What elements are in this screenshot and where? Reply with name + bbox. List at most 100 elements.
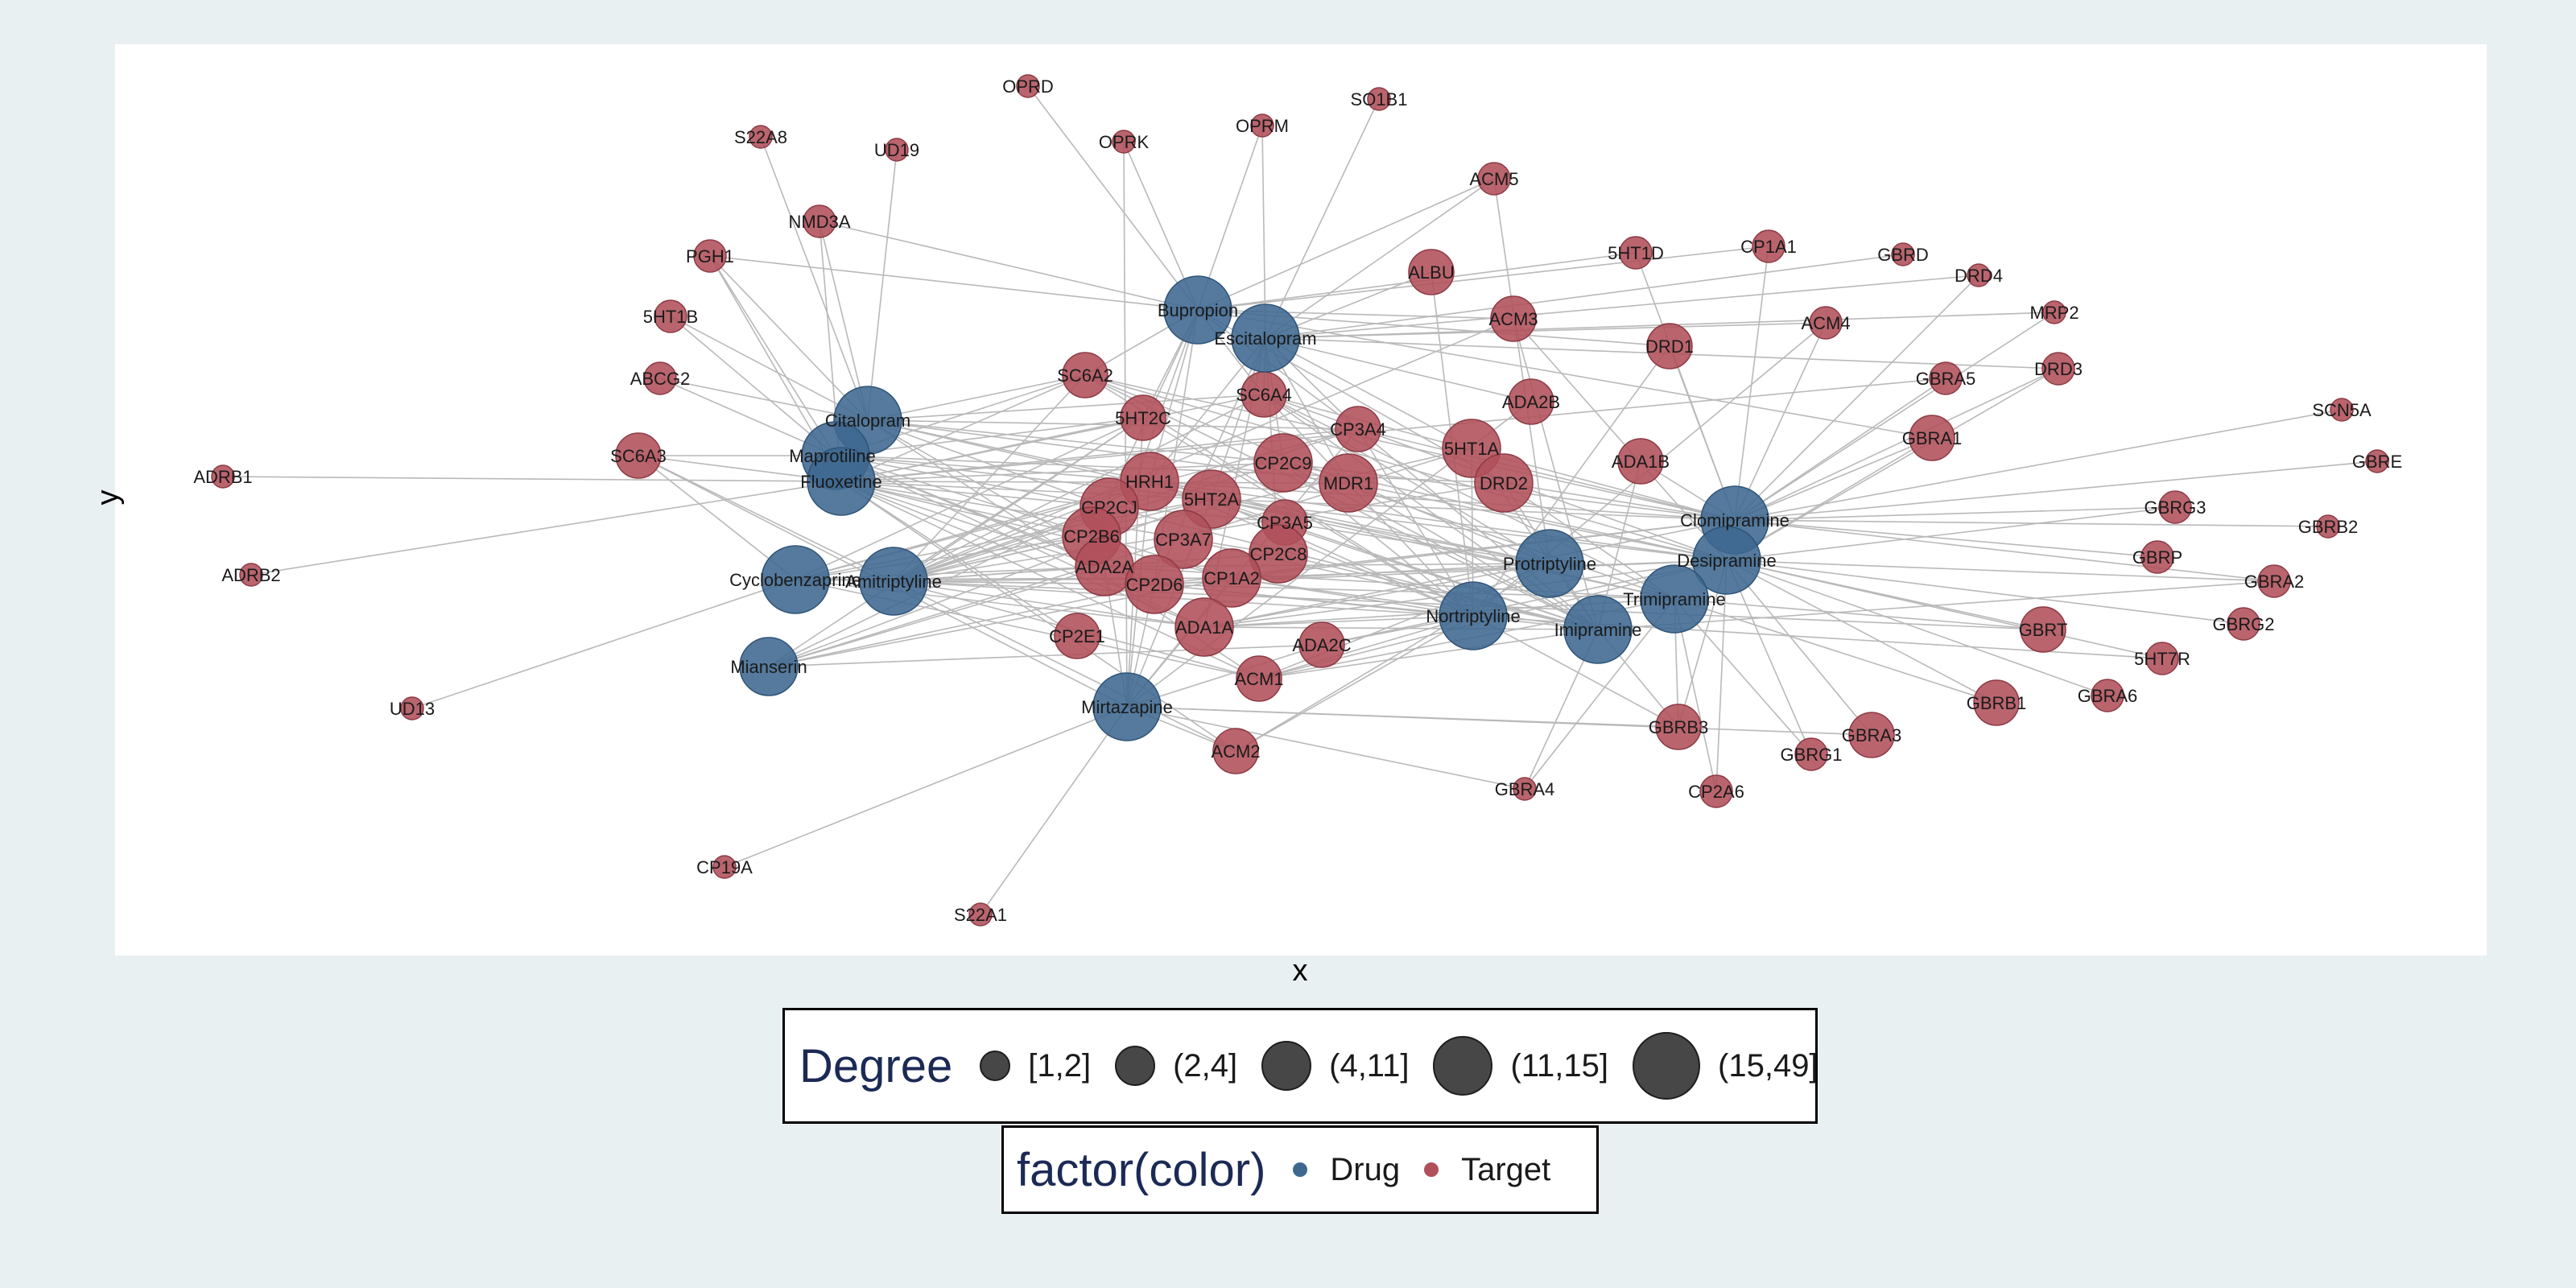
network-edge	[724, 706, 1128, 868]
network-edge	[1734, 460, 2378, 521]
network-edge	[867, 374, 1086, 421]
drug-node-escitalopram	[1231, 303, 1300, 373]
network-edge	[1265, 337, 1532, 402]
network-edge	[1597, 580, 2275, 630]
network-edge	[1258, 629, 1599, 679]
network-edge	[1726, 559, 2275, 582]
node-label: GBRA6	[2078, 686, 2138, 706]
node-label: Citalopram	[825, 411, 910, 431]
drug-node-bupropion	[1163, 275, 1232, 345]
node-label: Escitalopram	[1214, 328, 1316, 349]
drug-node-cyclobenzaprine	[761, 545, 830, 614]
target-node-gbra2	[2257, 564, 2291, 598]
network-edge	[1674, 598, 1812, 755]
target-node-gbra6	[2091, 679, 2124, 712]
size-key-circle-icon	[1633, 1032, 1701, 1100]
target-node-gbrg3	[2158, 490, 2192, 524]
node-label: GBRB3	[1649, 717, 1709, 737]
target-node-5ht1b	[654, 299, 687, 333]
target-node-gbrd	[1891, 242, 1915, 266]
drug-node-protriptyline	[1515, 529, 1584, 598]
target-node-acm5	[1477, 162, 1511, 196]
node-label: Mirtazapine	[1081, 697, 1173, 717]
network-edge	[1635, 252, 1736, 521]
target-node-s22a8	[749, 125, 773, 149]
target-node-gbrg1	[1794, 737, 1828, 771]
node-label: Clomipramine	[1680, 510, 1790, 530]
node-label: ACM4	[1801, 313, 1850, 333]
size-key-circle-icon	[1261, 1041, 1312, 1091]
network-edge	[835, 455, 1150, 482]
network-edge	[1715, 559, 1728, 792]
target-node-cp2c8	[1249, 524, 1308, 584]
node-label: SC6A2	[1057, 365, 1113, 386]
target-node-ada2c	[1298, 621, 1345, 668]
network-edge	[1231, 577, 1599, 630]
node-label: CP1A1	[1740, 237, 1797, 257]
node-label: PGH1	[686, 246, 734, 266]
target-node-albu	[1408, 249, 1455, 295]
drug-node-mianserin	[739, 637, 799, 696]
network-edge	[709, 255, 836, 456]
target-node-gbra3	[1848, 712, 1895, 758]
node-label: UD13	[390, 699, 435, 719]
node-label: UD19	[874, 140, 919, 160]
network-edge	[1263, 394, 1675, 600]
network-edge	[1726, 559, 2244, 625]
network-edge	[840, 481, 1236, 752]
network-edge	[1726, 506, 2176, 561]
degree-legend-title: Degree	[799, 1039, 953, 1092]
network-edge	[709, 255, 869, 421]
drug-node-mirtazapine	[1092, 672, 1162, 741]
network-edge	[1674, 598, 2044, 630]
network-edge	[1348, 482, 1728, 561]
node-label: ADRB1	[193, 467, 252, 487]
network-edge	[1265, 178, 1495, 339]
target-node-scn5a	[2330, 398, 2354, 422]
drug-node-nortriptyline	[1439, 581, 1508, 650]
labels-layer: Bupropion Escitalopram Citalopram Maprotili…	[193, 76, 2402, 925]
node-label: Protriptyline	[1503, 554, 1596, 574]
target-node-gbrt	[2020, 606, 2066, 653]
target-node-ud19	[885, 138, 909, 162]
node-label: ADA2B	[1502, 392, 1560, 412]
drug-node-trimipramine	[1640, 564, 1709, 634]
node-label: DRD3	[2034, 359, 2083, 379]
node-label: OPRD	[1002, 76, 1054, 97]
node-label: ACM1	[1234, 669, 1283, 689]
target-node-cp2d6	[1125, 555, 1184, 614]
node-label: GBRT	[2019, 620, 2068, 640]
target-node-cp2c9	[1253, 433, 1313, 493]
node-label: MDR1	[1323, 473, 1373, 493]
target-node-ada1b	[1617, 438, 1664, 485]
network-edge	[1265, 337, 1472, 449]
target-node-acm4	[1809, 306, 1843, 340]
size-key-circle-icon	[980, 1051, 1011, 1081]
network-plot: Bupropion Escitalopram Citalopram Maprotili…	[91, 44, 2487, 988]
node-label: GBRG3	[2144, 497, 2206, 518]
network-edge	[1734, 322, 1827, 521]
node-label: CP3A4	[1330, 419, 1386, 440]
network-edge	[893, 394, 1265, 582]
node-label: S22A1	[954, 905, 1007, 925]
target-node-cp1a1	[1752, 229, 1785, 263]
network-edge	[1197, 246, 1769, 311]
node-label: 5HT1B	[643, 307, 698, 327]
node-label: Maprotiline	[789, 446, 876, 466]
degree-legend-item: [1,2]	[980, 1048, 1091, 1084]
color-legend-item: Target	[1424, 1152, 1550, 1188]
network-edge	[1357, 428, 1736, 521]
target-node-abcg2	[643, 361, 677, 395]
network-edge	[768, 584, 1155, 667]
target-node-gbrb1	[1973, 679, 2020, 726]
network-edge	[1674, 598, 1997, 704]
degree-legend-item: (4,11]	[1261, 1041, 1409, 1091]
network-edge	[768, 566, 1105, 667]
target-node-acm1	[1236, 655, 1282, 702]
node-label: ADA2A	[1075, 557, 1133, 577]
network-edge	[1734, 246, 1769, 521]
network-edge	[760, 136, 869, 421]
drug-node-amitriptyline	[859, 547, 928, 616]
network-edge	[1472, 615, 1679, 728]
network-edge	[1734, 312, 2055, 521]
